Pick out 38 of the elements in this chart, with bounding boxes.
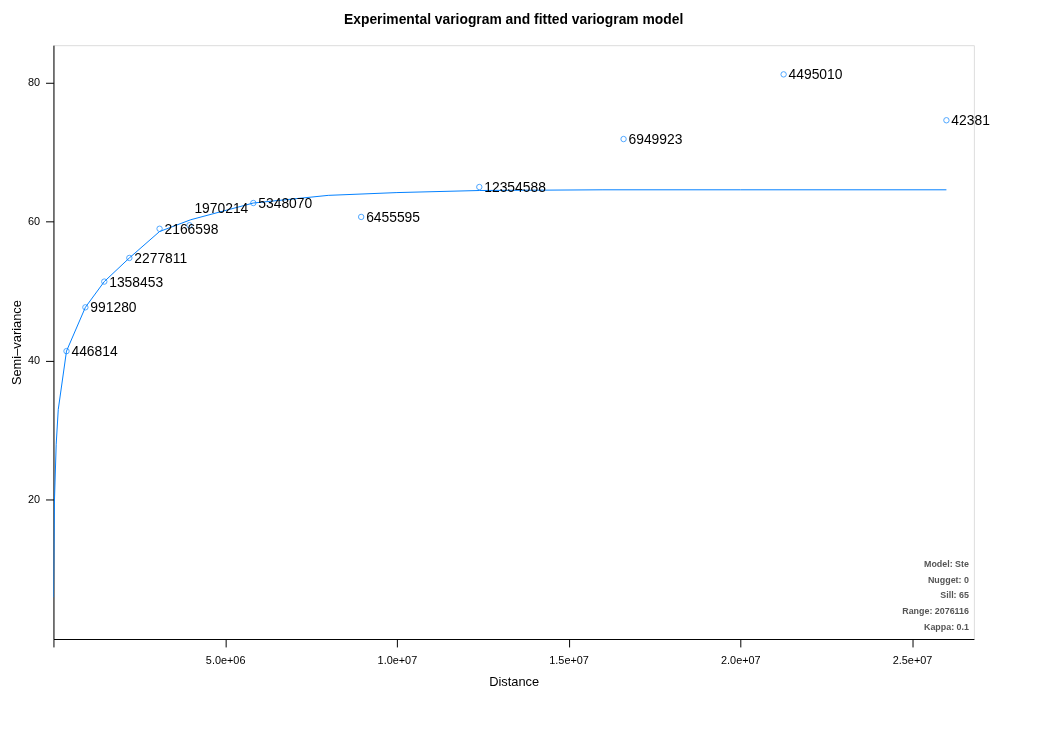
point	[476, 183, 483, 191]
annotation: Kappa: 0.1	[923, 622, 969, 633]
point	[82, 304, 89, 311]
x-tick-label: 5.0e+06	[205, 654, 246, 667]
y-tick-label: 80	[27, 76, 41, 89]
annotation: 6455595	[366, 208, 421, 225]
y-axis-title: Semi–variance	[9, 300, 25, 386]
annotation: 2166598	[164, 220, 219, 237]
annotation: 2277811	[134, 249, 188, 266]
point	[780, 71, 787, 78]
annotation: 6949923	[628, 131, 683, 147]
x-axis-title: Distance	[489, 674, 540, 690]
point	[250, 199, 257, 207]
annotation: 446814	[71, 343, 118, 360]
x-tick-label: 2.0e+07	[721, 654, 761, 667]
point	[357, 213, 365, 221]
annotation: Range: 2076116	[902, 606, 969, 617]
x-tick-label: 1.0e+07	[377, 654, 418, 667]
x-tick-label: 1.5e+07	[549, 654, 589, 667]
y-tick-label: 40	[27, 354, 41, 367]
point	[156, 225, 163, 232]
annotation: 42381	[951, 112, 991, 129]
annotation: Model: Ste	[923, 558, 969, 569]
point	[620, 135, 627, 143]
annotation: Nugget: 0	[927, 574, 969, 585]
point	[126, 254, 133, 262]
point	[101, 278, 108, 285]
y-tick-label: 60	[27, 215, 41, 228]
chart-title: Experimental variogram and fitted variogram model	[344, 11, 684, 28]
annotation: Sill: 65	[940, 590, 969, 601]
annotation: 4495010	[788, 66, 843, 83]
annotation: 5348070	[258, 194, 313, 211]
point	[63, 347, 70, 355]
x-tick-label: 2.5e+07	[892, 654, 933, 667]
y-tick-label: 20	[27, 493, 41, 506]
annotation: 1358453	[109, 273, 164, 290]
point	[943, 117, 950, 124]
annotation: 991280	[90, 299, 137, 316]
